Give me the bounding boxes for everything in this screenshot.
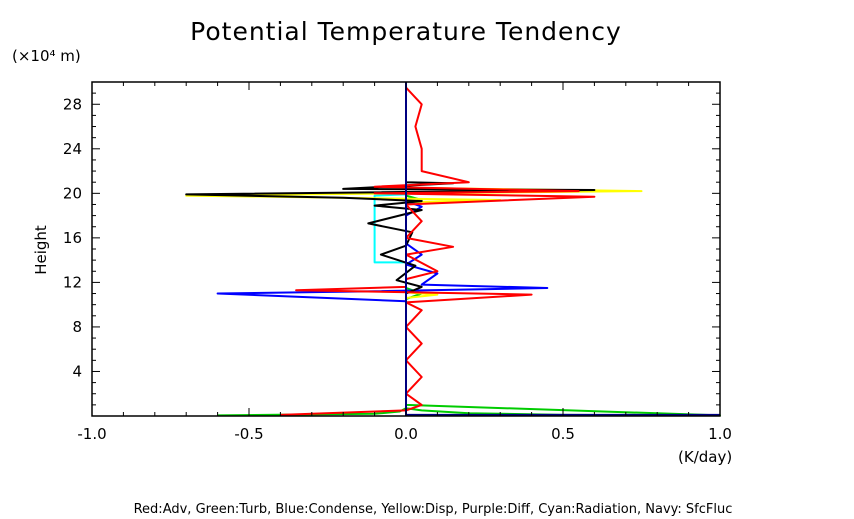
x-tick-label: -0.5 <box>234 425 263 443</box>
y-tick-label: 8 <box>72 318 82 336</box>
chart-title: Potential Temperature Tendency <box>190 17 622 46</box>
series-layer <box>185 82 721 417</box>
series-line-7 <box>405 82 720 416</box>
y-tick-label: 4 <box>72 362 82 380</box>
legend-text: Red:Adv, Green:Turb, Blue:Condense, Yell… <box>134 502 733 517</box>
y-tick-label: 20 <box>63 184 82 202</box>
x-tick-label: 0.5 <box>551 425 575 443</box>
y-tick-label: 12 <box>63 273 82 291</box>
y-tick-label: 16 <box>63 229 82 247</box>
y-axis-label: Height <box>32 225 50 275</box>
x-tick-label: 1.0 <box>708 425 732 443</box>
series-line-1 <box>217 82 721 417</box>
y-unit-label: (×10⁴ m) <box>12 47 81 65</box>
y-tick-label: 24 <box>63 140 82 158</box>
x-tick-label: 0.0 <box>394 425 418 443</box>
x-unit-label: (K/day) <box>678 448 732 466</box>
series-line-6 <box>280 86 596 416</box>
series-line-5 <box>185 82 596 416</box>
series-line-3 <box>373 82 407 416</box>
series-line-2 <box>216 82 549 416</box>
y-tick-label: 28 <box>63 95 82 113</box>
axis-ticks: -1.0 -0.5 0.0 0.5 1.0 4 8 12 16 20 24 28 <box>63 82 732 443</box>
x-tick-label: -1.0 <box>77 425 106 443</box>
